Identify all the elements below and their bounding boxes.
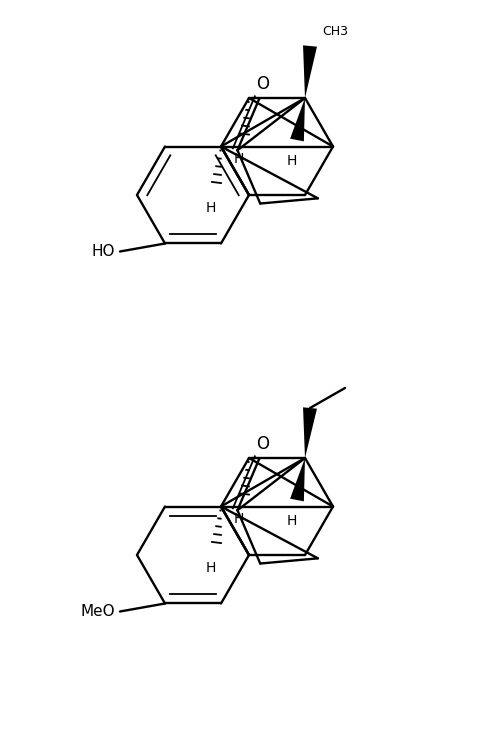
Text: O: O xyxy=(256,435,269,453)
Text: O: O xyxy=(256,75,269,93)
Text: HO: HO xyxy=(92,244,115,259)
Text: H: H xyxy=(287,154,297,168)
Text: H: H xyxy=(234,152,244,166)
Text: CH3: CH3 xyxy=(322,25,348,38)
Polygon shape xyxy=(303,408,317,458)
Text: H: H xyxy=(206,561,216,575)
Text: H: H xyxy=(287,514,297,528)
Text: H: H xyxy=(206,201,216,215)
Polygon shape xyxy=(290,458,305,501)
Polygon shape xyxy=(303,45,317,98)
Polygon shape xyxy=(290,98,305,141)
Text: H: H xyxy=(234,512,244,526)
Text: MeO: MeO xyxy=(80,604,115,619)
